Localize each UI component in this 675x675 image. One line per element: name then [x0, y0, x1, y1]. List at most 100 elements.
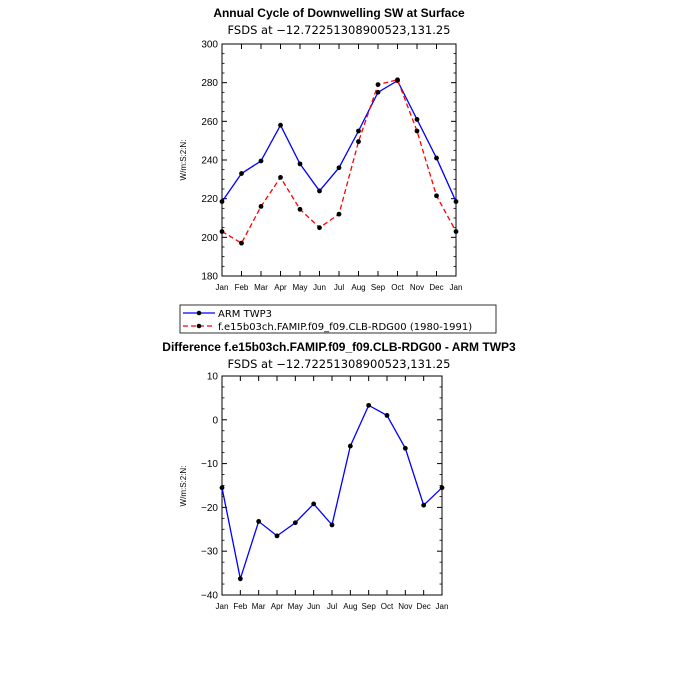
y-tick-label: 300	[201, 40, 218, 51]
x-tick-label: Oct	[381, 602, 394, 611]
bottom-chart-title: Difference f.e15b03ch.FAMIP.f09_f09.CLB-…	[162, 340, 516, 354]
bottom-series-0-point	[237, 576, 243, 582]
legend-label-model: f.e15b03ch.FAMIP.f09_f09.CLB-RDG00 (1980…	[218, 322, 472, 333]
top-series-1-point	[453, 229, 459, 234]
top-series-1-point	[258, 204, 264, 209]
top-chart-subtitle: FSDS at −12.72251308900523,131.25	[228, 23, 451, 37]
bottom-series-0-point	[347, 443, 353, 449]
x-tick-label: Dec	[417, 602, 431, 611]
top-series-1-point	[297, 206, 303, 212]
bottom-chart-subtitle: FSDS at −12.72251308900523,131.25	[228, 357, 451, 371]
y-tick-label: 0	[212, 415, 218, 426]
top-plot-frame	[221, 43, 457, 277]
top-series-0-point	[336, 165, 342, 171]
bottom-series-0-point	[329, 522, 335, 528]
chart-bottom: Difference f.e15b03ch.FAMIP.f09_f09.CLB-…	[162, 340, 516, 611]
x-tick-label: Apr	[271, 602, 284, 611]
x-tick-label: Jun	[307, 602, 320, 611]
y-tick-label: 240	[201, 156, 218, 167]
x-tick-label: Aug	[343, 602, 357, 611]
bottom-y-axis: −40 −30 −20 −10 0 10	[201, 372, 442, 602]
y-tick-label: −20	[201, 503, 218, 514]
x-tick-label: May	[292, 283, 307, 292]
y-tick-label: −10	[201, 459, 218, 470]
y-tick-label: 220	[201, 194, 218, 205]
bottom-series-group	[219, 402, 445, 582]
top-series-group	[219, 77, 459, 246]
top-series-1-point	[336, 211, 342, 217]
top-series-0-point	[258, 158, 264, 164]
x-tick-label: Sep	[371, 283, 386, 292]
x-tick-label: Nov	[398, 602, 412, 611]
top-series-1-point	[239, 240, 244, 246]
top-series-0-point	[297, 161, 303, 167]
y-tick-label: 280	[201, 78, 218, 89]
bottom-series-0-point	[421, 502, 427, 508]
top-series-0-point	[375, 89, 381, 95]
x-tick-label: Oct	[391, 283, 404, 292]
top-y-axis: 180 200 220 240 260 280 300	[201, 40, 456, 283]
top-series-1-point	[434, 193, 439, 199]
top-series-line-0	[221, 79, 457, 202]
legend-marker-arm	[196, 310, 202, 316]
top-series-0-point	[356, 128, 361, 134]
x-tick-label: Jul	[327, 602, 337, 611]
x-tick-label: Mar	[254, 283, 268, 292]
x-tick-label: Jan	[216, 602, 229, 611]
top-series-1-point	[414, 128, 420, 134]
top-series-1-point	[219, 229, 225, 234]
bottom-series-0-point	[439, 485, 445, 491]
y-tick-label: 260	[201, 117, 218, 128]
bottom-series-line-0	[221, 404, 443, 582]
bottom-series-0-point	[292, 520, 298, 526]
x-tick-label: Sep	[362, 602, 377, 611]
x-tick-label: Nov	[410, 283, 424, 292]
y-tick-label: −30	[201, 547, 218, 558]
legend: ARM TWP3 f.e15b03ch.FAMIP.f09_f09.CLB-RD…	[179, 304, 497, 334]
top-series-1-point	[375, 82, 381, 87]
top-series-1-point	[317, 225, 322, 231]
bottom-y-axis-label: W/m:S:2:N:	[179, 466, 188, 507]
legend-label-arm: ARM TWP3	[218, 309, 272, 320]
top-series-1-point	[278, 175, 283, 180]
x-tick-label: Jan	[450, 283, 463, 292]
x-tick-label: Dec	[429, 283, 443, 292]
bottom-plot-frame	[221, 375, 443, 596]
x-tick-label: Aug	[351, 283, 365, 292]
x-tick-label: Feb	[235, 283, 249, 292]
top-series-0-point	[219, 199, 225, 204]
top-series-1-point	[356, 139, 361, 145]
top-x-axis: Jan Feb Mar Apr May Jun Jul Aug Sep Oct Nov Dec Jan	[216, 44, 463, 292]
bottom-series-0-point	[274, 533, 280, 539]
top-series-0-point	[434, 155, 439, 161]
top-series-0-point	[278, 122, 283, 128]
bottom-series-0-point	[256, 519, 262, 524]
x-tick-label: Jun	[313, 283, 326, 292]
y-tick-label: 200	[201, 233, 218, 244]
bottom-series-0-point	[311, 501, 317, 507]
bottom-series-0-point	[402, 445, 408, 451]
legend-box	[179, 304, 497, 334]
x-tick-label: Apr	[274, 283, 287, 292]
top-series-1-point	[395, 77, 400, 83]
top-series-line-1	[221, 79, 457, 245]
bottom-series-0-point	[384, 413, 390, 418]
top-series-0-point	[317, 188, 322, 194]
top-series-0-point	[239, 171, 244, 176]
x-tick-label: May	[288, 602, 303, 611]
bottom-series-0-point	[219, 485, 225, 491]
top-chart-title: Annual Cycle of Downwelling SW at Surfac…	[213, 6, 465, 20]
x-tick-label: Feb	[233, 602, 247, 611]
bottom-x-axis: Jan Feb Mar Apr May Jun Jul Aug Sep Oct Nov Dec Jan	[216, 376, 449, 611]
x-tick-label: Jan	[436, 602, 449, 611]
y-tick-label: 10	[207, 372, 219, 383]
bottom-series-0-point	[366, 402, 372, 408]
x-tick-label: Mar	[252, 602, 266, 611]
x-tick-label: Jul	[334, 283, 344, 292]
x-tick-label: Jan	[216, 283, 229, 292]
legend-marker-model	[196, 323, 202, 329]
chart-top: Annual Cycle of Downwelling SW at Surfac…	[179, 6, 465, 292]
top-series-0-point	[414, 117, 420, 122]
y-tick-label: −40	[201, 591, 218, 602]
